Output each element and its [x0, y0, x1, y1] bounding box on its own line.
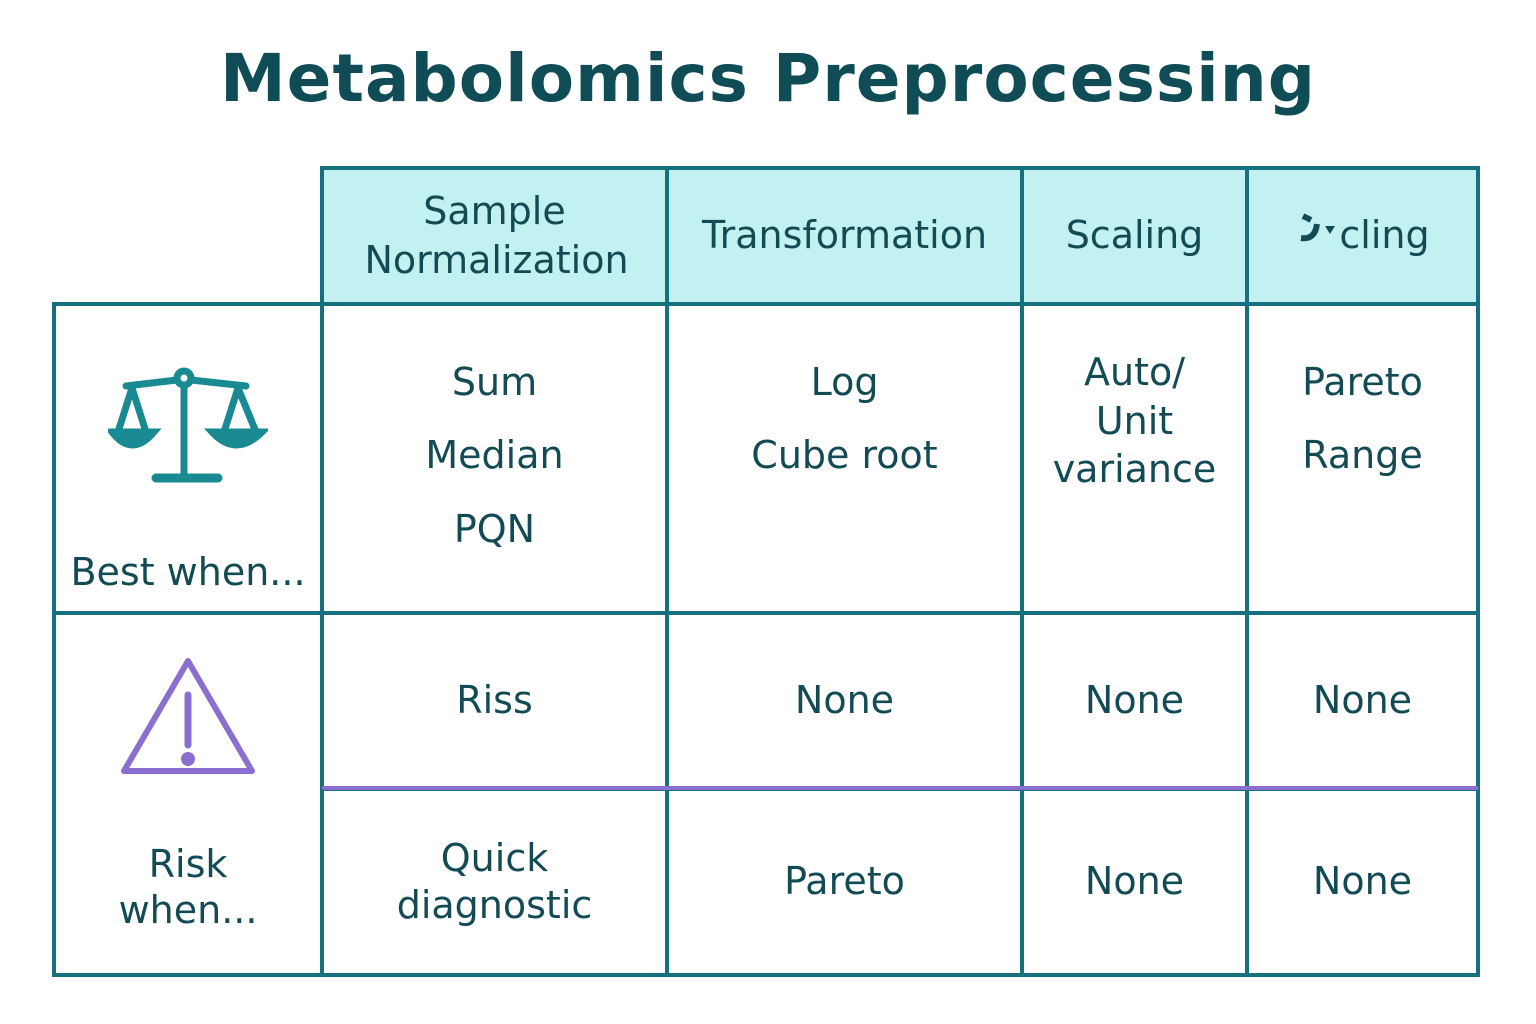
risk-sample-normalization: Riss — [320, 611, 669, 791]
header-transformation: Transformation — [665, 166, 1024, 306]
header-label: Scaling — [1065, 213, 1204, 258]
row-label-risk-when: Risk when... — [52, 611, 324, 977]
header-label: Transformation — [701, 213, 988, 258]
scaling-logo-icon — [1295, 210, 1339, 262]
cell-text: None — [1312, 859, 1413, 904]
cell-text: Sum — [451, 360, 538, 404]
cell-text: Median — [425, 433, 564, 478]
cell-text: Range — [1302, 433, 1423, 478]
risk2-scaling-2: None — [1245, 787, 1480, 977]
header-scaling: Scaling — [1020, 166, 1249, 306]
cell-text: PQN — [453, 506, 536, 551]
cell-text: None — [794, 678, 895, 723]
best-transformation: Log Cube root — [665, 302, 1024, 615]
cell-text: None — [1084, 859, 1185, 904]
header-scaling-logo: cling — [1245, 166, 1480, 306]
cell-text: Riss — [456, 678, 533, 723]
best-scaling-2: Pareto Range — [1245, 302, 1480, 615]
risk-scaling-2: None — [1245, 611, 1480, 791]
row-label-best-when: Best when... — [52, 302, 324, 615]
header-label: Sample Normalization — [364, 188, 629, 282]
risk-scaling: None — [1020, 611, 1249, 791]
cell-text: Log — [810, 360, 879, 404]
balance-scale-icon — [104, 366, 271, 508]
risk-transformation: None — [665, 611, 1024, 791]
row-label: Best when... — [70, 550, 306, 595]
risk2-sample-normalization: Quick diagnostic — [320, 787, 669, 977]
row-label: Risk when... — [118, 842, 258, 932]
header-logo-text: cling — [1339, 213, 1430, 258]
best-sample-normalization: Sum Median PQN — [320, 302, 669, 615]
risk2-scaling: None — [1020, 787, 1249, 977]
cell-text: Auto/ Unit variance — [1052, 350, 1217, 492]
cell-text: Quick diagnostic — [396, 835, 593, 928]
risk-divider-line — [322, 786, 1478, 790]
cell-text: Pareto — [784, 859, 905, 904]
best-scaling: Auto/ Unit variance — [1020, 302, 1249, 615]
header-sample-normalization: Sample Normalization — [320, 166, 669, 306]
cell-text: None — [1084, 678, 1185, 723]
cell-text: None — [1312, 678, 1413, 723]
cell-text: Pareto — [1302, 360, 1423, 404]
page-title: Metabolomics Preprocessing — [220, 40, 1316, 117]
risk2-transformation: Pareto — [665, 787, 1024, 977]
cell-text: Cube root — [751, 433, 938, 478]
warning-triangle-icon — [118, 655, 258, 792]
